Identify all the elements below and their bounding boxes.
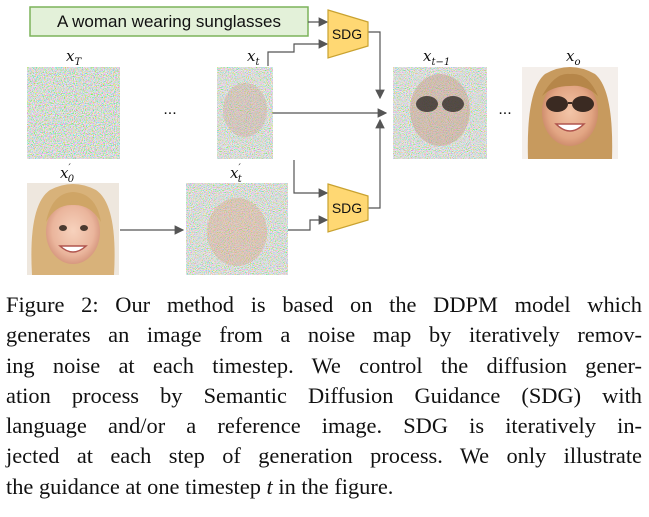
flow-arrows [120, 17, 388, 235]
xo-label: xo [566, 47, 581, 68]
sdg-top-label: SDG [332, 26, 362, 42]
xt1-noisy-image [393, 67, 487, 159]
xt-to-sdg-bottom-arrow [293, 160, 329, 198]
text-prompt-box: A woman wearing sunglasses [29, 6, 309, 37]
sdg-block-top: SDG [327, 9, 369, 59]
x0p-label: x′ 0 [60, 163, 75, 185]
sdg-block-bottom: SDG [327, 183, 369, 233]
xT-label: xT [66, 47, 82, 68]
xt1-label: xt−1 [423, 47, 450, 68]
caption-line-6: jected at each step of generation proces… [6, 443, 642, 469]
prompt-text: A woman wearing sunglasses [57, 12, 281, 31]
caption-line-2: generates an image from a noise map by i… [6, 322, 642, 348]
xtp-noisy-reference-image [186, 183, 288, 275]
caption-line-5: language and/or a reference image. SDG i… [6, 413, 642, 439]
xt-label: xt [247, 47, 260, 68]
xtp-to-sdg-bottom-arrow [288, 215, 329, 231]
xt-to-sdg-top-arrow [267, 39, 329, 66]
x0-reference-face-image [27, 183, 119, 275]
xt-noisy-image [217, 67, 273, 159]
ellipsis-right: ... [498, 101, 511, 118]
caption-line-4: ation process by Semantic Diffusion Guid… [6, 382, 642, 408]
caption-line-3: ing noise at each timestep. We control t… [6, 352, 642, 378]
ellipsis-left: ... [163, 101, 176, 118]
caption-line-1: Figure 2: Our method is based on the DDP… [6, 292, 642, 317]
caption-line-7: the guidance at one timestep t in the fi… [6, 473, 394, 499]
xo-generated-face-image [522, 67, 618, 159]
xT-noise-image [27, 67, 120, 159]
method-diagram: A woman wearing sunglasses SDG SDG xT ..… [27, 6, 618, 275]
sdg-bottom-to-xt1-arrow [368, 118, 385, 209]
sdg-bottom-label: SDG [332, 200, 362, 216]
sdg-top-to-xt1-arrow [368, 31, 385, 100]
figure-caption: Figure 2: Our method is based on the DDP… [6, 290, 642, 502]
xtp-label: x′ t [230, 163, 243, 185]
